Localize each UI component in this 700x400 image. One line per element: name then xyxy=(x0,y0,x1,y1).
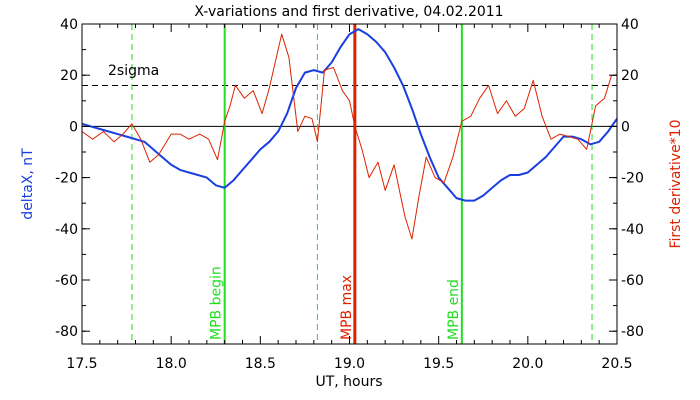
x-tick-label-0: 17.5 xyxy=(66,356,97,372)
threshold-label: 2sigma xyxy=(108,63,159,79)
x-tick-label-3: 19.0 xyxy=(334,356,365,372)
series-lines xyxy=(81,28,618,240)
y-tick-label-right-6: -80 xyxy=(621,324,644,340)
y-tick-label-right-2: 0 xyxy=(621,119,630,135)
y-tick-label-left-1: 20 xyxy=(60,68,78,84)
derivative-line xyxy=(81,33,617,240)
x-tick-label-2: 18.5 xyxy=(245,356,276,372)
y-tick-label-right-4: -40 xyxy=(621,222,644,238)
x-tick-label-6: 20.5 xyxy=(601,356,632,372)
y-tick-label-right-0: 40 xyxy=(621,17,639,33)
x-tick-label-1: 18.0 xyxy=(156,356,187,372)
chart-title: X-variations and first derivative, 04.02… xyxy=(194,4,503,20)
y-tick-label-right-5: -60 xyxy=(621,273,644,289)
y-axis-label-left: deltaX, nT xyxy=(20,148,36,220)
y-tick-label-left-5: -60 xyxy=(55,273,78,289)
y-tick-label-left-3: -20 xyxy=(55,171,78,187)
y-tick-label-left-6: -80 xyxy=(55,324,78,340)
event-label-1: MPB begin xyxy=(209,266,225,340)
event-label-3: MPB max xyxy=(339,275,355,340)
deltaX-line xyxy=(81,28,618,202)
y-tick-label-right-1: 20 xyxy=(621,68,639,84)
y-axis-label-right: First derivative*10 xyxy=(668,119,684,248)
y-tick-label-left-0: 40 xyxy=(60,17,78,33)
y-tick-label-left-2: 0 xyxy=(69,119,78,135)
x-axis-label: UT, hours xyxy=(315,374,382,390)
y-tick-label-right-3: -20 xyxy=(621,171,644,187)
reference-lines xyxy=(82,84,617,127)
axes: 17.5 18.0 18.5 19.0 19.5 20.0 20.5 40 40 20 20 0 0 -2… xyxy=(55,17,644,372)
event-lines: MPB begin MPB max MPB end xyxy=(131,24,593,344)
x-tick-label-5: 20.0 xyxy=(512,356,543,372)
y-tick-label-left-4: -40 xyxy=(55,222,78,238)
x-tick-label-4: 19.5 xyxy=(423,356,454,372)
event-label-4: MPB end xyxy=(446,279,462,340)
